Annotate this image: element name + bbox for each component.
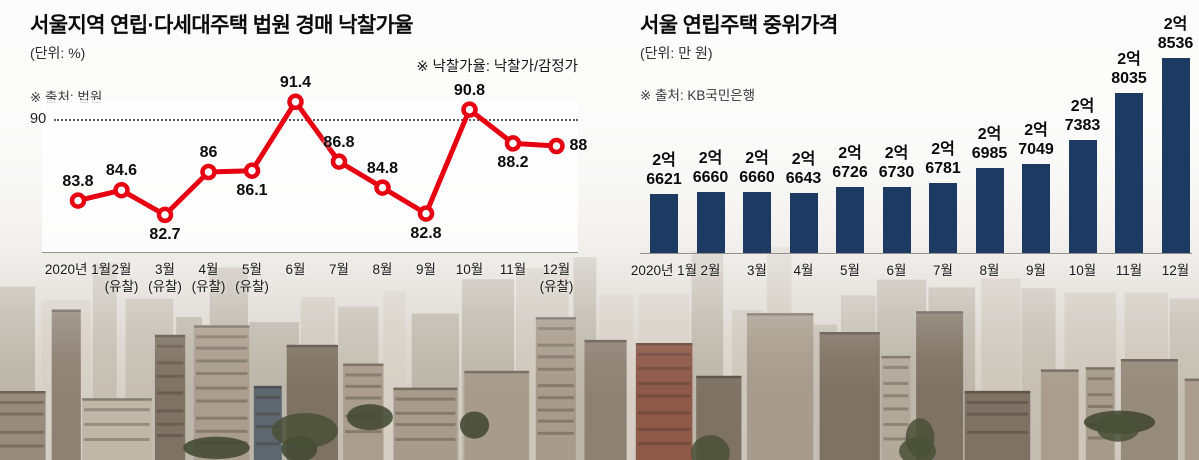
data-point-marker <box>287 93 304 111</box>
data-point-marker <box>113 181 130 199</box>
data-point-label: 86 <box>199 144 218 161</box>
bar-value-label: 2억 8536 <box>1157 16 1194 52</box>
median-price-bar <box>1161 58 1190 253</box>
x-axis-label: 12월 <box>1161 263 1190 278</box>
data-point-label: 91.4 <box>279 73 312 91</box>
data-point-label: 82.8 <box>410 224 442 242</box>
data-point-marker <box>417 205 435 222</box>
median-price-bar <box>882 187 911 253</box>
median-price-bar <box>743 192 771 253</box>
median-price-chart: 서울 연립주택 중위가격 (단위: 만 원) ※ 출처: KB국민은행 2억 6… <box>631 14 1193 314</box>
median-price-bar <box>836 187 864 253</box>
median-price-bar <box>789 193 818 253</box>
data-point-label: 90.8 <box>453 81 486 99</box>
auction-rate-chart: 서울지역 연립·다세대주택 법원 경매 낙찰가율 (단위: %) ※ 낙찰가율:… <box>30 14 587 324</box>
left-chart-title: 서울지역 연립·다세대주택 법원 경매 낙찰가율 <box>30 14 414 37</box>
data-point-marker <box>330 153 348 170</box>
bar-value-label: 2억 7383 <box>1064 98 1101 134</box>
data-point-marker <box>374 179 391 196</box>
data-point-label: 82.7 <box>149 225 181 243</box>
median-price-bar <box>1115 93 1143 253</box>
data-point-marker <box>156 206 174 224</box>
formula-note: ※ 낙찰가율: 낙찰가/감정가 <box>416 59 578 75</box>
median-price-bar <box>975 168 1004 253</box>
data-point-marker <box>200 163 217 181</box>
data-point-label: 88 <box>569 137 588 154</box>
data-point-marker <box>243 162 261 179</box>
median-price-bar <box>696 192 725 253</box>
data-point-marker <box>504 135 522 152</box>
data-point-marker <box>461 101 478 118</box>
x-axis-label: 12월 (유찰) <box>539 262 574 295</box>
median-price-bar <box>1068 140 1097 253</box>
left-x-axis-line <box>42 252 578 253</box>
data-point-label: 86.1 <box>236 181 268 199</box>
bar-plot-area: 2억 6621 2020년 1월 2억 6660 2월 2억 6660 3월 2억 6643… <box>631 16 1193 278</box>
data-point-marker <box>69 192 87 209</box>
data-point-label: 88.2 <box>497 154 529 172</box>
data-point-label: 84.8 <box>366 159 399 177</box>
bar-value-label: 2억 8035 <box>1111 51 1147 87</box>
median-price-bar <box>1022 164 1050 253</box>
median-price-bar <box>929 183 957 253</box>
data-point-label: 86.8 <box>323 133 355 151</box>
line-plot-area: 90 83.8 2020년 1월 84.6 2월 (유찰) 82.7 3월 (유찰) 86 4… <box>30 74 587 294</box>
data-point-marker <box>548 137 565 155</box>
right-x-axis-line <box>640 253 1192 254</box>
data-point-label: 84.6 <box>105 162 138 180</box>
median-price-bar <box>650 194 678 253</box>
right-chart-title: 서울 연립주택 중위가격 <box>640 14 838 37</box>
